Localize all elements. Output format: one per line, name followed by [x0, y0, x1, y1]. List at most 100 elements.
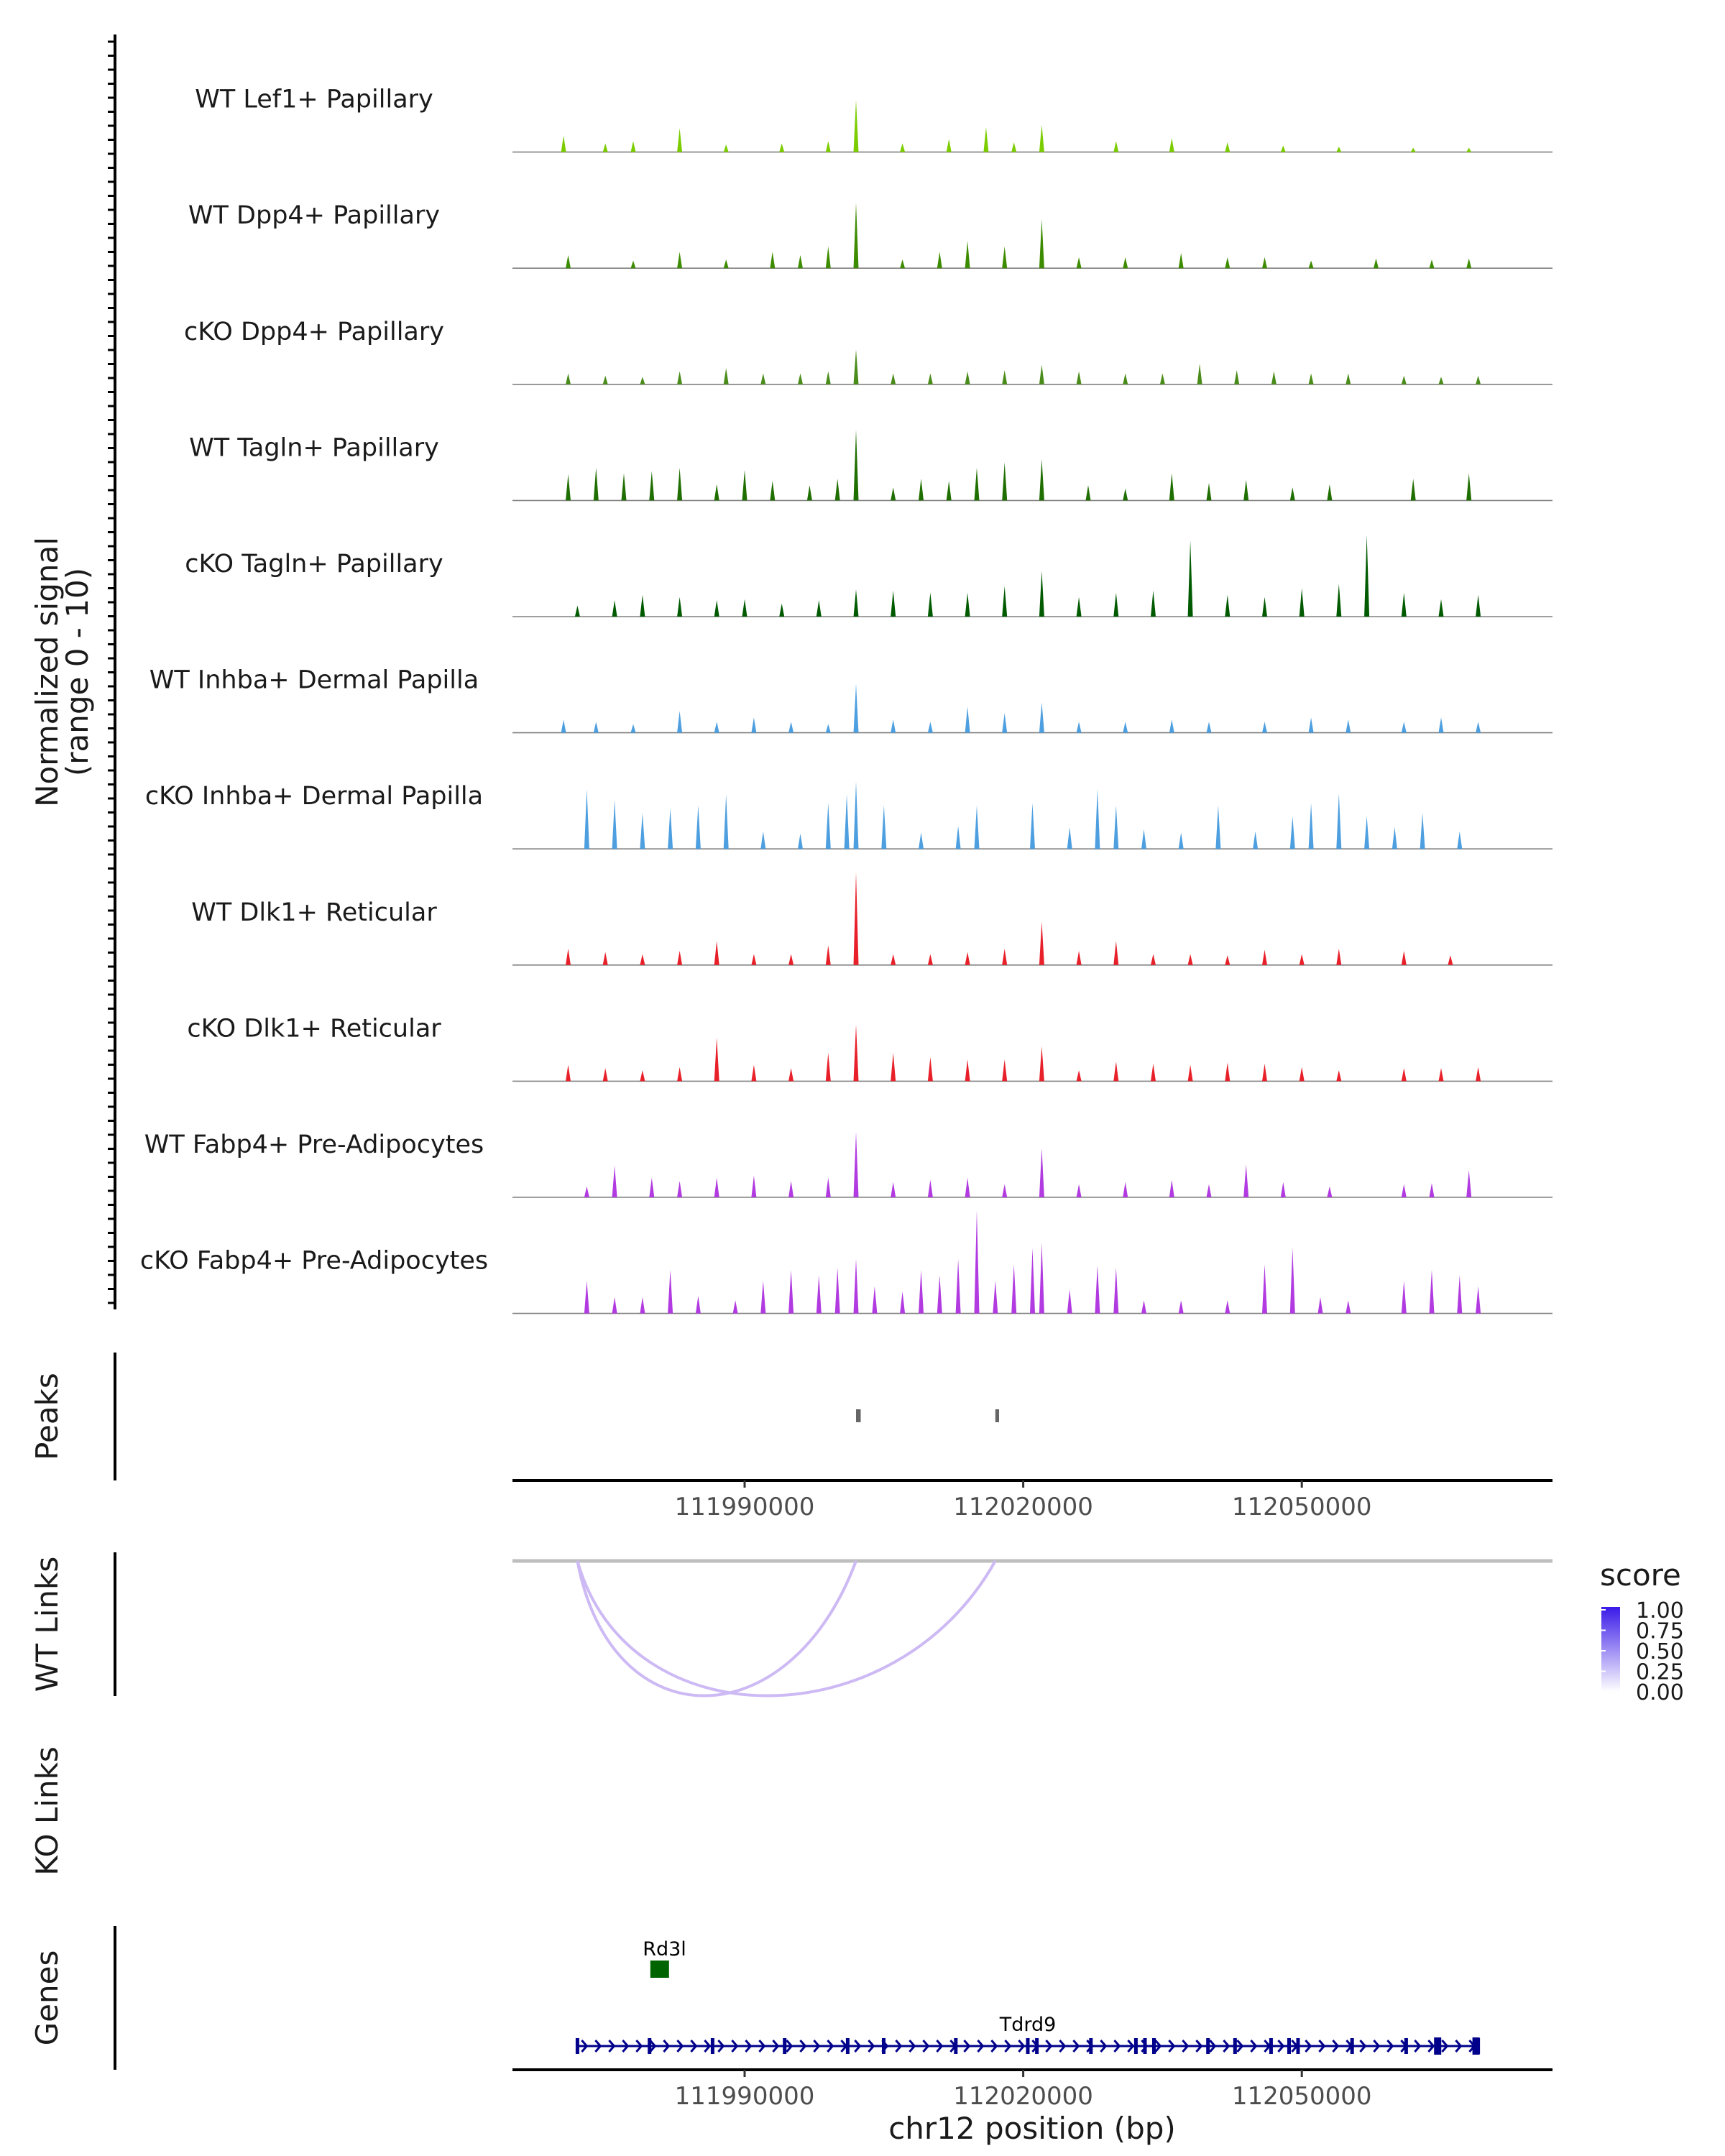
coverage-peak [1299, 1067, 1305, 1082]
coverage-peak [1076, 371, 1082, 384]
gene-label: Tdrd9 [999, 2014, 1057, 2036]
coverage-peak [1327, 484, 1333, 501]
coverage-peak [630, 724, 636, 733]
coverage-peak [677, 252, 683, 269]
coverage-peak [983, 126, 989, 152]
exon [1296, 2038, 1300, 2054]
coverage-peak [1438, 599, 1444, 617]
coverage-peak [1113, 941, 1119, 965]
legend-tick-label: 0.00 [1636, 1680, 1684, 1705]
coverage-peak [891, 590, 896, 617]
coverage-peak [1401, 722, 1407, 733]
gene-label: Rd3l [643, 1938, 686, 1961]
coverage-peak [1336, 793, 1342, 849]
exon [1434, 2037, 1442, 2055]
coverage-peak [714, 941, 719, 965]
coverage-peak [1206, 722, 1212, 733]
coverage-peak [640, 1296, 645, 1314]
coverage-peak [1225, 955, 1230, 965]
coverage-peak [788, 1068, 794, 1082]
coverage-peak [751, 954, 757, 965]
coverage-peak [584, 788, 589, 849]
coverage-peak [1364, 816, 1370, 849]
coverage-peak [853, 589, 859, 617]
coverage-peak [1095, 1265, 1100, 1314]
coverage-peak [1420, 813, 1425, 849]
coverage-peak [937, 252, 942, 269]
coverage-peak [1123, 373, 1128, 384]
exon [1350, 2038, 1354, 2054]
coverage-peak [946, 481, 952, 501]
coverage-tracks: WT Lef1+ Papillary WT Dpp4+ Papillary cKO … [140, 86, 1552, 1314]
coverage-peak [1364, 535, 1370, 617]
strand-arrow [594, 2040, 602, 2053]
coverage-peak [1113, 1061, 1119, 1082]
coverage-peak [714, 600, 719, 617]
strand-arrow [758, 2040, 766, 2053]
strand-arrow [1250, 2040, 1258, 2053]
coverage-peak [798, 373, 803, 384]
track-label: WT Fabp4+ Pre-Adipocytes [144, 1130, 484, 1159]
coverage-peak [965, 952, 970, 965]
coverage-peak [1466, 1170, 1472, 1197]
coverage-peak [1067, 826, 1072, 849]
legend-ticks: 1.000.750.500.250.00 [1601, 1598, 1684, 1705]
exon [882, 2038, 886, 2054]
strand-arrow [799, 2040, 807, 2053]
exon [1472, 2037, 1480, 2055]
coverage-peak [566, 474, 571, 501]
coverage-peak [1225, 142, 1230, 152]
coverage-peak [1476, 1286, 1481, 1314]
track-1: WT Dpp4+ Papillary [188, 201, 1552, 270]
coverage-peak [891, 1181, 896, 1197]
peaks-track-label: Peaks [29, 1373, 65, 1460]
coverage-peak [714, 722, 719, 733]
strand-arrow [731, 2040, 739, 2053]
strand-arrow [608, 2040, 616, 2053]
coverage-peak [602, 952, 608, 965]
track-label: WT Inhba+ Dermal Papilla [150, 666, 479, 695]
coverage-peak [1253, 831, 1259, 849]
coverage-peak [1215, 805, 1221, 849]
coverage-peak [1187, 954, 1193, 965]
coverage-peak [1002, 1184, 1008, 1197]
coverage-peak [1262, 722, 1267, 733]
coverage-peak [1178, 1300, 1184, 1314]
coverage-peak [825, 141, 831, 152]
coverage-peak [612, 1296, 617, 1314]
coverage-peak [965, 241, 970, 269]
strand-arrow [1045, 2040, 1053, 2053]
wt-link-arc [576, 1560, 997, 1697]
track-label: WT Dpp4+ Papillary [188, 201, 440, 230]
coverage-peak [723, 144, 729, 152]
peak-region [995, 1409, 999, 1422]
coverage-peak [1225, 1300, 1230, 1314]
coverage-peak [1085, 485, 1091, 501]
strand-arrow [1168, 2040, 1176, 2053]
coverage-peak [751, 1064, 757, 1082]
strand-arrow [1182, 2040, 1190, 2053]
coverage-peak [602, 143, 608, 152]
coverage-peak [825, 724, 831, 733]
coverage-peak [1197, 364, 1202, 384]
coverage-peak [1225, 594, 1230, 617]
coverage-peak [1410, 479, 1416, 501]
x-axis-title: chr12 position (bp) [888, 2111, 1176, 2146]
coverage-peak [927, 592, 933, 617]
coverage-peak [927, 722, 933, 733]
exon [1206, 2038, 1210, 2054]
coverage-peak [561, 719, 566, 733]
coverage-peak [574, 605, 580, 617]
coverage-peak [677, 1067, 683, 1082]
coverage-peak [1457, 1275, 1463, 1314]
strand-arrow [622, 2040, 630, 2053]
coverage-peak [919, 479, 924, 501]
coverage-peak [1076, 257, 1082, 269]
strand-arrow [827, 2040, 834, 2053]
legend-colorbar [1601, 1607, 1620, 1692]
track-label: cKO Dpp4+ Papillary [184, 318, 444, 346]
coverage-peak [640, 954, 645, 965]
coverage-peak [602, 375, 608, 384]
strand-arrow [813, 2040, 821, 2053]
